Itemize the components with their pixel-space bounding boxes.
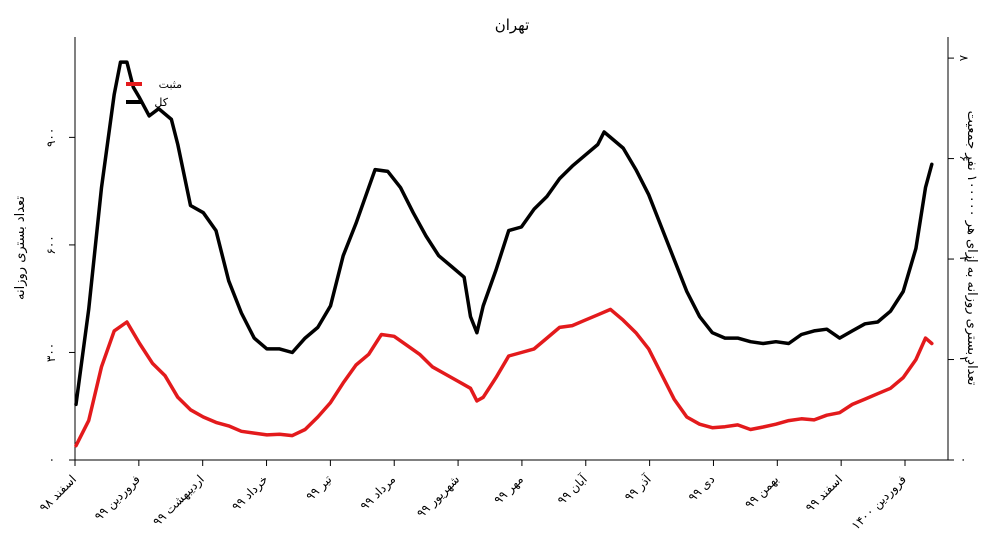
y-right-tick-label: ۸ [957, 55, 971, 62]
x-tick-label: دی ۹۹ [685, 472, 717, 504]
x-tick-label: فروردین ۹۹ [92, 472, 144, 524]
chart-title: تهران [495, 16, 530, 34]
series-group [74, 60, 934, 448]
y-right-ticks: ۰ ۲ ۴ ۶ ۸ [948, 55, 971, 463]
y-left-tick-label: ۹۰۰ [44, 128, 58, 147]
series-line-total [74, 60, 934, 407]
y-right-axis-title: تعداد بستری روزانه به ازای هر ۱۰۰۰۰۰ نفر… [964, 111, 979, 386]
legend: مثبت کل [126, 78, 182, 109]
y-left-tick-label: ۶۰۰ [44, 235, 58, 254]
y-left-axis-title: تعداد بستری روزانه [13, 196, 28, 300]
series-line-positive [74, 307, 934, 448]
y-right-tick-label: ۶ [957, 155, 971, 161]
x-tick-label: آذر ۹۹ [621, 471, 655, 505]
x-tick-label: بهمن ۹۹ [742, 472, 782, 512]
x-tick-label: فروردین ۱۴۰۰ [849, 472, 910, 533]
y-right-tick-label: ۴ [957, 256, 971, 262]
x-tick-label: مهر ۹۹ [491, 472, 527, 508]
x-tick-label: مرداد ۹۹ [357, 472, 399, 514]
x-tick-label: اردیبهشت ۹۹ [150, 472, 207, 529]
x-tick-label: تیر ۹۹ [303, 472, 335, 504]
y-left-tick-label: ۰ [44, 457, 58, 463]
y-left-ticks: ۰ ۳۰۰ ۶۰۰ ۹۰۰ [44, 128, 75, 463]
y-right-tick-label: ۲ [957, 356, 971, 362]
y-left-tick-label: ۳۰۰ [44, 343, 58, 362]
legend-label-total: کل [154, 96, 168, 109]
y-right-tick-label: ۰ [957, 457, 971, 463]
legend-label-positive: مثبت [159, 78, 182, 91]
x-tick-label: اسفند ۹۸ [37, 472, 79, 514]
x-tick-label: اسفند ۹۹ [803, 472, 845, 514]
x-tick-label: آبان ۹۹ [554, 471, 590, 507]
x-tick-label: خرداد ۹۹ [229, 472, 271, 514]
x-tick-label: شهریور ۹۹ [414, 472, 463, 521]
